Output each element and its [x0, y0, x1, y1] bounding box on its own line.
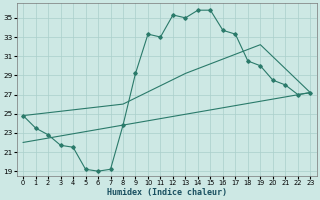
X-axis label: Humidex (Indice chaleur): Humidex (Indice chaleur): [107, 188, 227, 197]
